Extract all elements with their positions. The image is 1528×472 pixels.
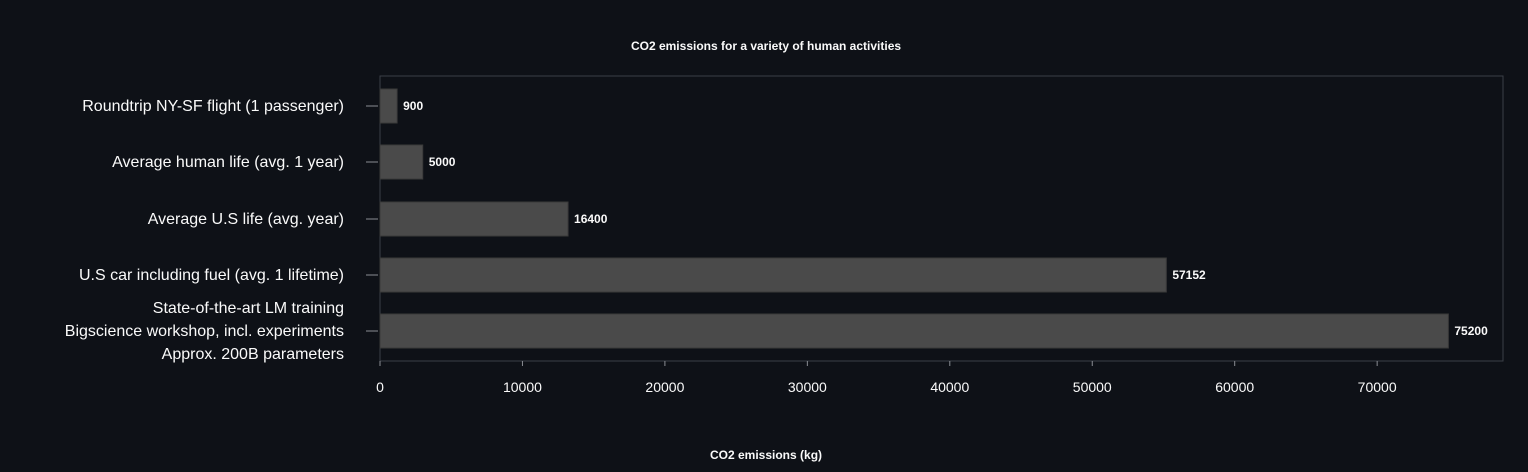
x-tick-label-2: 20000 <box>645 379 684 395</box>
category-label-4-1: Bigscience workshop, incl. experiments <box>65 323 344 340</box>
data-label-1: 5000 <box>429 155 456 169</box>
data-label-4: 75200 <box>1454 324 1488 338</box>
x-axis: 0 10000 20000 30000 40000 50000 60000 70000 <box>376 361 1397 395</box>
chart-title: CO2 emissions for a variety of human act… <box>631 39 901 53</box>
x-axis-title: CO2 emissions (kg) <box>710 448 822 462</box>
category-label-4-0: State-of-the-art LM training <box>153 300 344 317</box>
category-label-1-0: Average human life (avg. 1 year) <box>112 154 344 171</box>
bar-0 <box>379 88 398 124</box>
bar-4 <box>379 313 1449 349</box>
x-tick-label-1: 10000 <box>503 379 542 395</box>
bar-1 <box>379 144 424 180</box>
bar-3 <box>379 257 1167 293</box>
x-tick-label-0: 0 <box>376 379 384 395</box>
data-label-3: 57152 <box>1172 268 1206 282</box>
category-label-2-0: Average U.S life (avg. year) <box>148 211 344 228</box>
x-tick-label-7: 70000 <box>1358 379 1397 395</box>
category-label-0-0: Roundtrip NY-SF flight (1 passenger) <box>82 98 344 115</box>
x-tick-label-4: 40000 <box>930 379 969 395</box>
category-labels-layer: Roundtrip NY-SF flight (1 passenger) Aver… <box>65 98 378 363</box>
bar-2 <box>379 201 569 237</box>
data-label-2: 16400 <box>574 212 608 226</box>
x-tick-label-3: 30000 <box>788 379 827 395</box>
x-tick-label-5: 50000 <box>1073 379 1112 395</box>
data-labels-layer: 900 5000 16400 57152 75200 <box>403 99 1488 338</box>
x-tick-label-6: 60000 <box>1215 379 1254 395</box>
data-label-0: 900 <box>403 99 423 113</box>
category-label-4-2: Approx. 200B parameters <box>162 346 344 363</box>
bars-layer <box>379 88 1449 349</box>
category-label-3-0: U.S car including fuel (avg. 1 lifetime) <box>79 267 344 284</box>
